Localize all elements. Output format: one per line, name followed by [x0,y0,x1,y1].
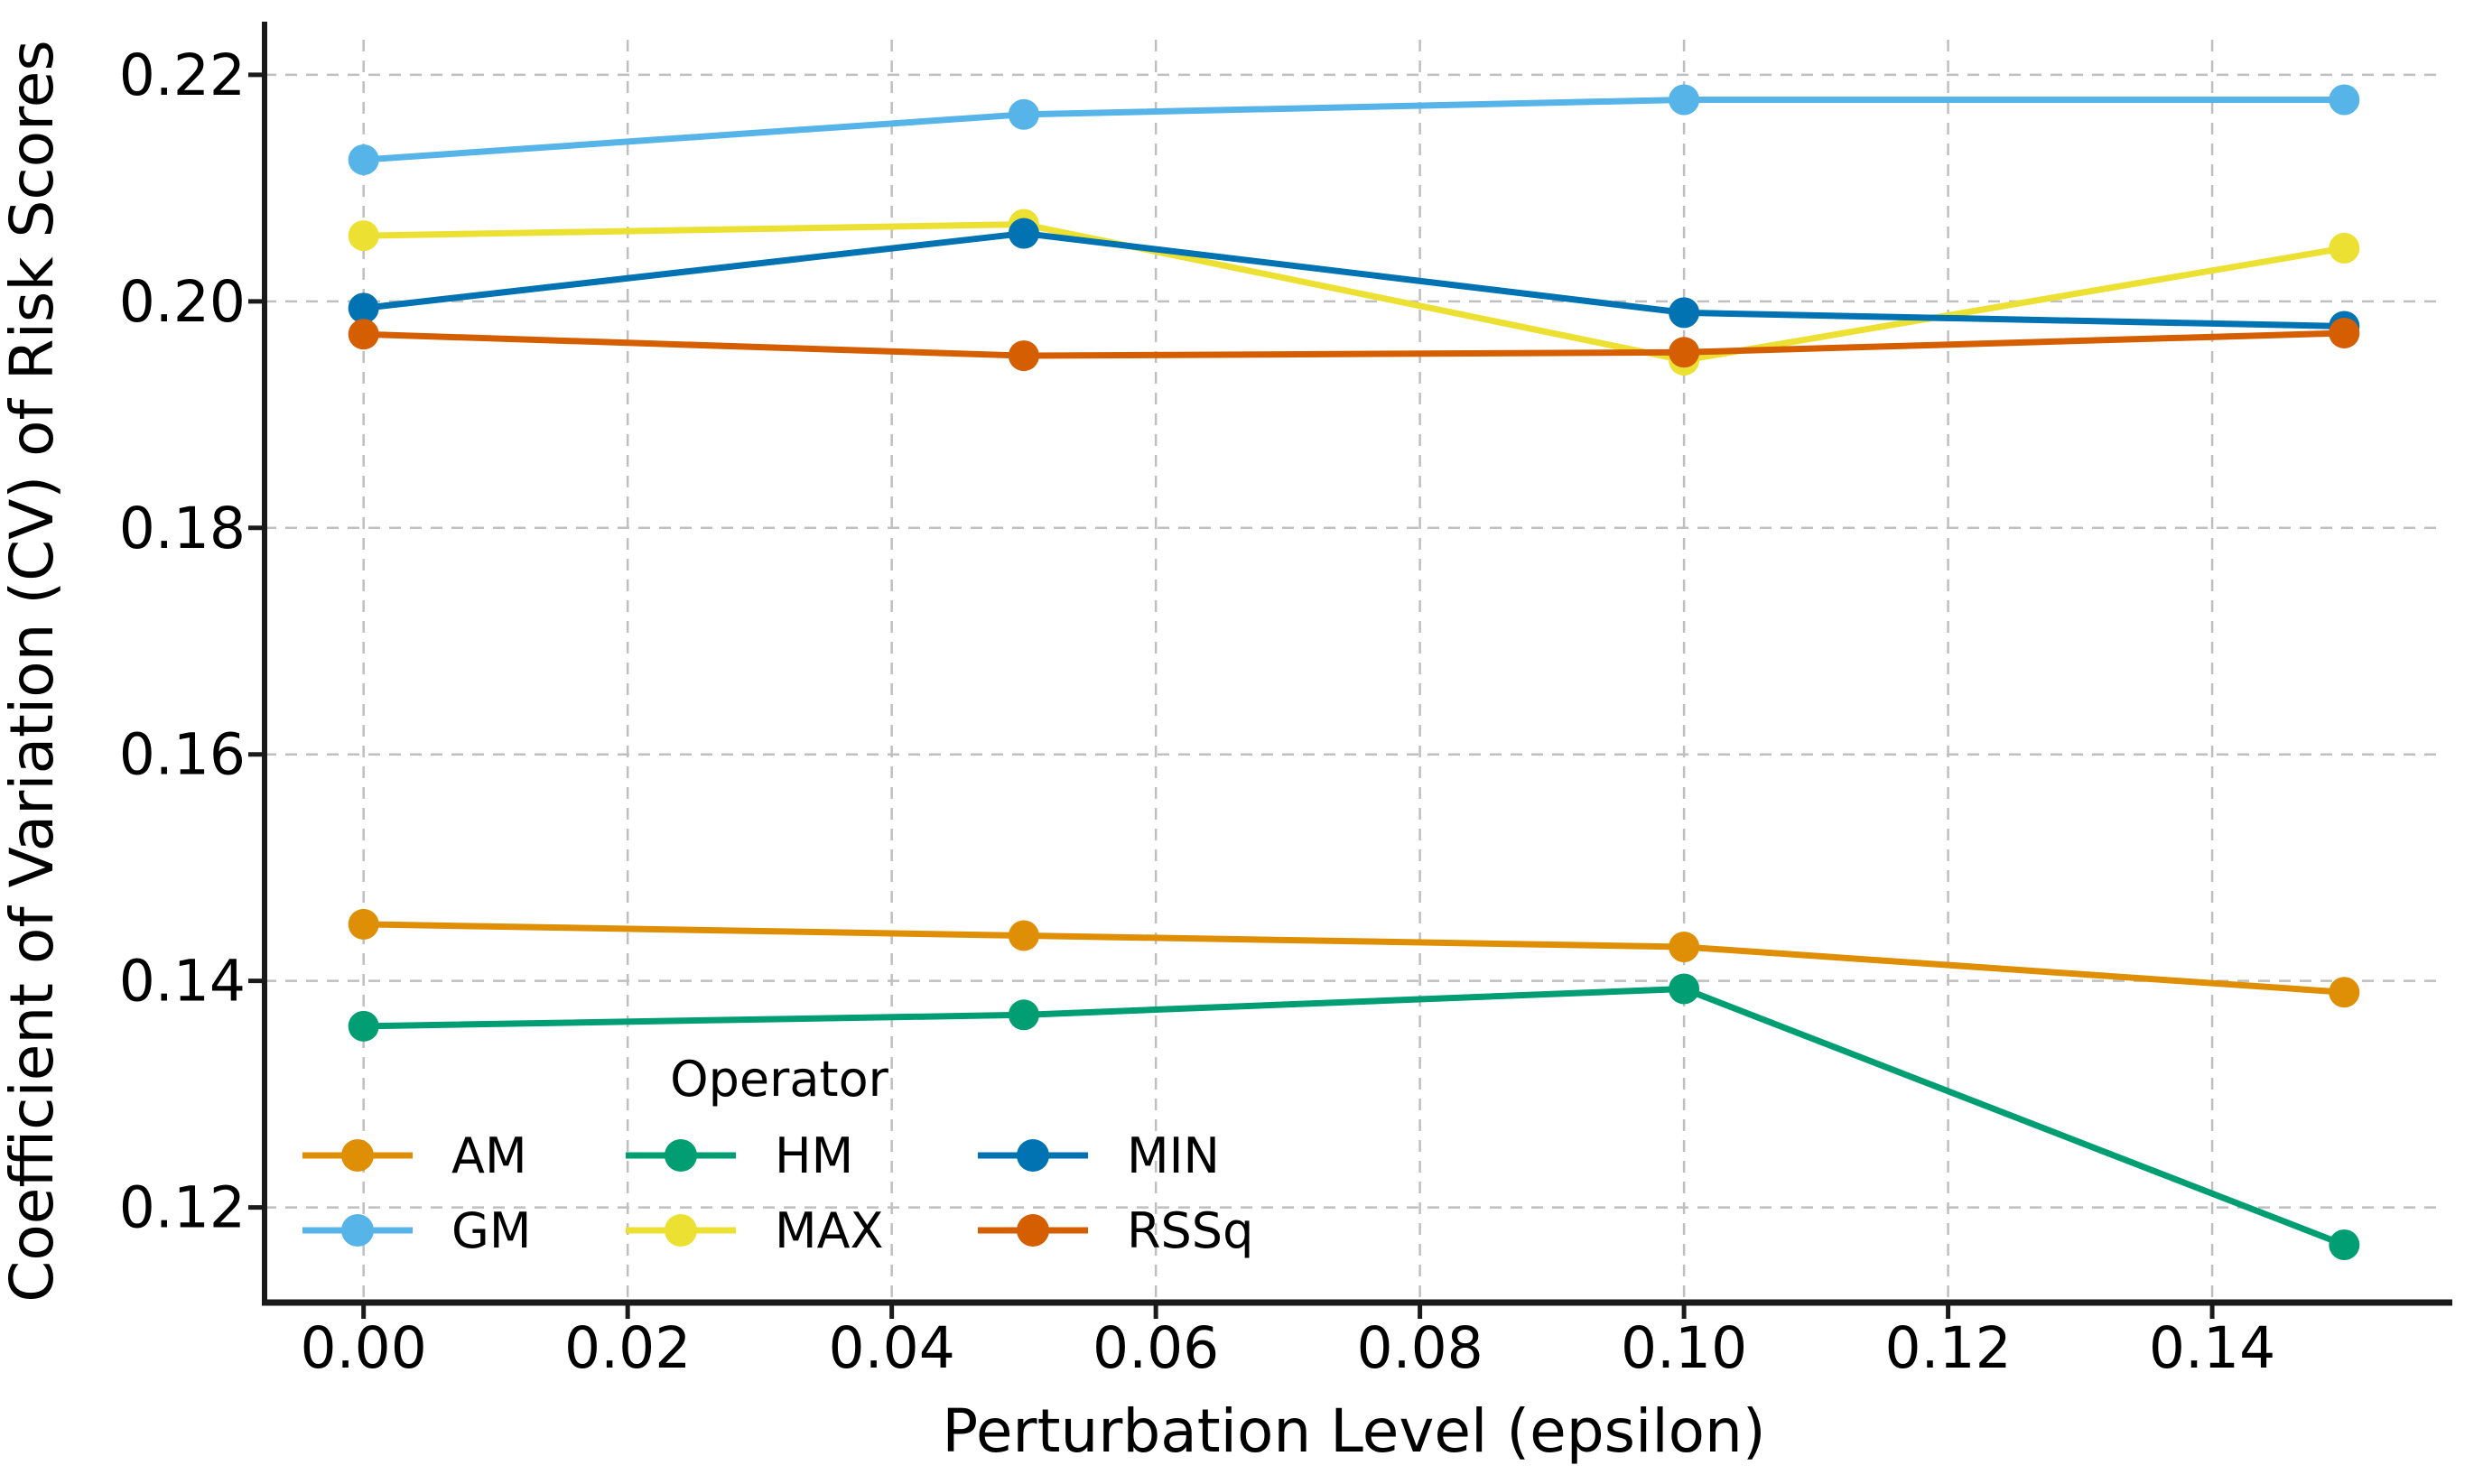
x-tick-label: 0.04 [829,1315,955,1381]
series-line-GM [360,96,2348,163]
x-tick-label: 0.06 [1093,1315,1219,1381]
series-marker-HM-0 [348,1010,379,1042]
series-marker-HM-3 [2329,1229,2360,1261]
series-marker-HM-1 [1008,999,1039,1031]
legend-swatch-marker-MAX [665,1214,697,1247]
series-marker-AM-0 [348,908,379,940]
x-tick-label: 0.14 [2149,1315,2275,1381]
series-marker-GM-2 [1669,84,1700,116]
legend-swatch-marker-MIN [1017,1139,1049,1172]
series-marker-MIN-2 [1669,297,1700,329]
series-marker-GM-3 [2329,84,2360,116]
legend-swatch-marker-GM [341,1214,374,1247]
legend-label-HM: HM [775,1127,853,1184]
series-marker-HM-2 [1669,973,1700,1005]
series-marker-AM-3 [2329,977,2360,1008]
series-line-HM [360,985,2348,1248]
series-marker-AM-2 [1669,932,1700,963]
x-tick-label: 0.10 [1621,1315,1747,1381]
series-marker-RSSq-2 [1669,337,1700,368]
x-tick-label: 0.00 [301,1315,427,1381]
legend-title: Operator [670,1051,889,1108]
series-marker-RSSq-3 [2329,317,2360,348]
legend-label-GM: GM [451,1202,531,1259]
x-tick-label: 0.12 [1884,1315,2011,1381]
x-tick-label: 0.02 [564,1315,691,1381]
x-axis-label: Perturbation Level (epsilon) [942,1396,1765,1466]
series-marker-MAX-0 [348,220,379,252]
y-tick-label: 0.16 [119,722,246,788]
legend-label-RSSq: RSSq [1127,1202,1253,1259]
series-marker-MIN-1 [1008,218,1039,249]
series-marker-RSSq-1 [1008,340,1039,372]
x-tick-label: 0.08 [1356,1315,1483,1381]
series-line-MAX [360,221,2348,364]
legend-label-AM: AM [451,1127,527,1184]
y-tick-label: 0.18 [119,496,246,561]
series-line-RSSq [360,329,2348,359]
legend-swatch-marker-AM [341,1139,374,1172]
legend-label-MIN: MIN [1127,1127,1220,1184]
series-marker-MAX-3 [2329,232,2360,264]
y-tick-label: 0.14 [119,949,246,1015]
y-axis-label: Coefficient of Variation (CV) of Risk Sc… [0,40,67,1303]
y-tick-label: 0.20 [119,269,246,335]
series-marker-GM-1 [1008,98,1039,130]
legend-label-MAX: MAX [775,1202,884,1259]
series-line-AM [360,921,2348,996]
series-marker-GM-0 [348,144,379,175]
legend-swatch-marker-HM [665,1139,697,1172]
y-tick-label: 0.12 [119,1175,246,1241]
legend-swatch-marker-RSSq [1017,1214,1049,1247]
series-marker-RSSq-0 [348,319,379,350]
y-tick-label: 0.22 [119,42,246,108]
series-marker-MIN-0 [348,292,379,324]
series-marker-AM-1 [1008,920,1039,951]
series-line-MIN [360,230,2348,329]
